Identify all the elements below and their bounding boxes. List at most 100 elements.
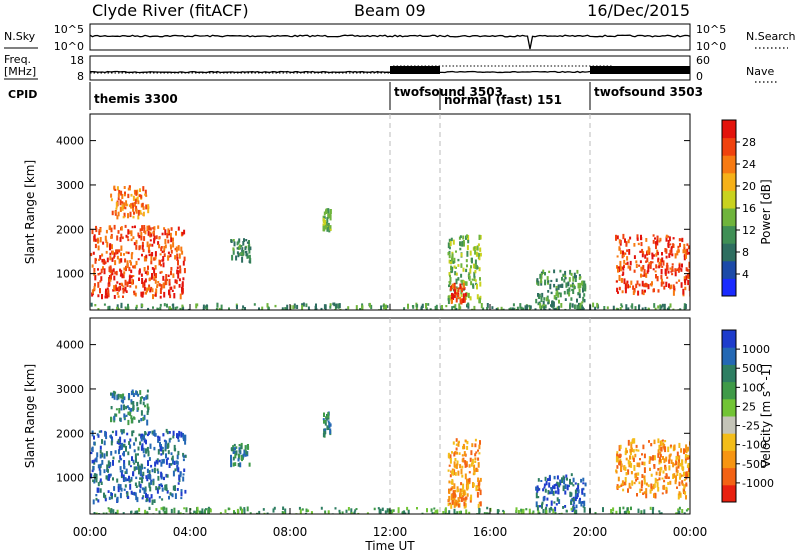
x-tick-label-0: 00:00: [73, 525, 108, 539]
velocity-echo-cell: [421, 512, 424, 514]
velocity-echo-cell: [169, 492, 172, 496]
velocity-echo-cell: [545, 504, 548, 507]
velocity-echo-cell: [668, 459, 671, 464]
velocity-echo-cell: [659, 512, 662, 514]
velocity-echo-cell: [123, 488, 126, 491]
power-echo-cell: [555, 288, 558, 291]
power-echo-cell: [669, 267, 672, 270]
velocity-echo-cell: [381, 507, 384, 511]
velocity-echo-cell: [106, 464, 109, 470]
velocity-echo-cell: [350, 508, 353, 514]
power-echo-cell: [108, 275, 111, 279]
power-echo-cell: [370, 304, 373, 310]
power-echo-cell: [621, 254, 624, 259]
velocity-echo-cell: [391, 509, 394, 514]
velocity-echo-cell: [682, 466, 685, 471]
velocity-echo-cell: [449, 502, 451, 505]
power-echo-cell: [110, 227, 113, 233]
power-echo-cell: [654, 241, 657, 245]
velocity-echo-cell: [479, 477, 482, 482]
velocity-echo-cell: [155, 486, 158, 491]
velocity-echo-cell: [683, 471, 685, 477]
power-echo-cell: [583, 287, 585, 290]
power-echo-cell: [578, 274, 581, 277]
velocity-echo-cell: [616, 451, 619, 454]
velocity-echo-cell: [626, 507, 629, 511]
velocity-echo-cell: [553, 475, 556, 480]
power-echo-cell: [462, 282, 465, 289]
velocity-echo-cell: [392, 509, 395, 512]
velocity-echo-cell: [116, 497, 119, 500]
velocity-echo-cell: [463, 445, 466, 450]
velocity-colorbar-segment-9: [722, 330, 736, 348]
velocity-echo-cell: [177, 450, 180, 456]
velocity-echo-cell: [182, 458, 185, 462]
velocity-echo-cell: [92, 499, 95, 505]
velocity-echo-cell: [558, 499, 561, 504]
velocity-echo-cell: [232, 445, 235, 450]
power-echo-cell: [160, 270, 163, 274]
velocity-echo-cell: [677, 508, 680, 511]
power-echo-cell: [128, 185, 131, 191]
freq-tick-top: 18: [70, 54, 84, 67]
velocity-echo-cell: [675, 459, 678, 466]
power-echo-cell: [324, 219, 327, 225]
power-echo-cell: [152, 227, 155, 230]
power-echo-cell: [301, 303, 304, 306]
power-echo-cell: [619, 260, 622, 267]
velocity-echo-cell: [487, 512, 490, 514]
power-echo-cell: [524, 305, 527, 310]
velocity-echo-cell: [649, 506, 652, 510]
power-echo-cell: [325, 221, 328, 227]
velocity-echo-cell: [648, 460, 651, 464]
power-echo-cell: [175, 246, 178, 253]
power-echo-cell: [570, 284, 572, 288]
power-echo-cell: [141, 253, 143, 257]
power-echo-cell: [679, 243, 681, 248]
velocity-echo-cell: [460, 510, 462, 514]
velocity-echo-cell: [679, 492, 682, 498]
power-echo-cell: [471, 257, 473, 264]
velocity-echo-cell: [629, 460, 632, 465]
velocity-echo-cell: [574, 489, 577, 494]
power-echo-cell: [572, 288, 575, 294]
power-echo-cell: [544, 308, 547, 310]
velocity-echo-cell: [172, 470, 175, 477]
velocity-echo-cell: [119, 470, 122, 473]
velocity-echo-cell: [129, 438, 132, 442]
velocity-echo-cell: [241, 508, 243, 514]
velocity-echo-cell: [200, 510, 202, 514]
power-echo-cell: [232, 239, 235, 242]
power-echo-cell: [274, 304, 277, 308]
velocity-echo-cell: [166, 474, 169, 478]
velocity-echo-cell: [134, 437, 137, 442]
velocity-echo-cell: [632, 449, 635, 453]
power-echo-cell: [103, 268, 106, 275]
power-echo-cell: [172, 237, 174, 242]
velocity-echo-cell: [548, 482, 551, 488]
velocity-echo-cell: [460, 468, 463, 475]
velocity-echo-cell: [478, 507, 481, 514]
velocity-echo-cell: [129, 413, 132, 416]
power-echo-cell: [636, 280, 639, 285]
velocity-echo-cell: [256, 512, 258, 514]
velocity-echo-cell: [124, 471, 127, 474]
velocity-echo-cell: [178, 430, 181, 436]
velocity-echo-cell: [571, 497, 574, 502]
power-echo-cell: [635, 283, 638, 289]
velocity-echo-cell: [151, 430, 154, 435]
power-echo-cell: [473, 271, 476, 278]
velocity-echo-cell: [564, 505, 567, 508]
power-echo-cell: [162, 282, 165, 289]
velocity-colorbar-tick-label-5: -100: [742, 439, 767, 452]
power-echo-cell: [652, 288, 655, 293]
velocity-echo-cell: [133, 466, 136, 472]
power-echo-cell: [594, 306, 597, 310]
velocity-echo-cell: [101, 452, 104, 458]
velocity-echo-cell: [562, 506, 565, 509]
velocity-echo-cell: [129, 409, 132, 412]
power-echo-cell: [94, 304, 97, 307]
power-echo-cell: [687, 251, 690, 255]
velocity-echo-cell: [196, 510, 199, 514]
velocity-echo-cell: [472, 482, 475, 487]
